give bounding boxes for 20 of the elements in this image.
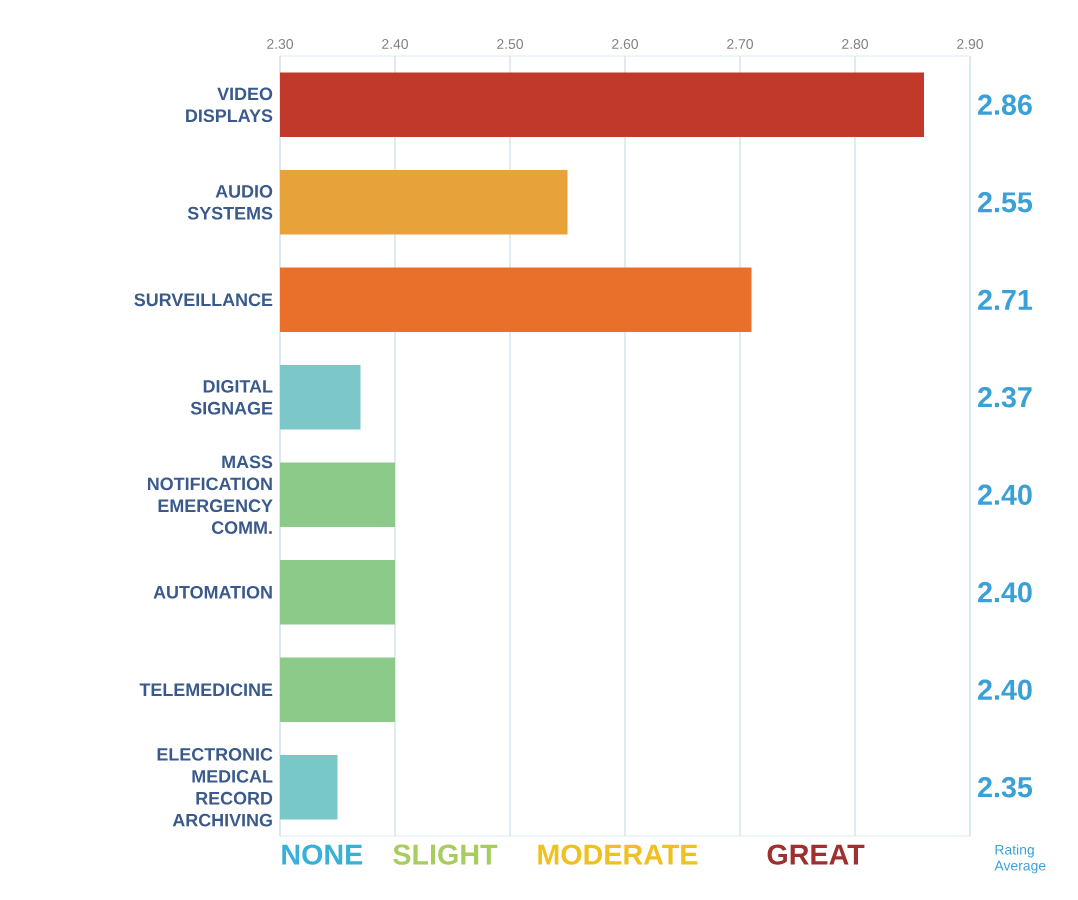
data-label: 2.40	[978, 679, 1032, 700]
text: NONE	[282, 844, 363, 865]
y-tick-label: ELECTRONIC MEDICAL RECORD ARCHIVING	[157, 748, 273, 827]
data-label: 2.71	[978, 289, 1033, 310]
y-tick-label: SURVEILLANCE	[134, 293, 273, 307]
data-label: 2.55	[978, 192, 1033, 213]
text: SLIGHT	[393, 844, 498, 865]
data-label: 2.40	[978, 484, 1032, 505]
text: GREAT	[767, 844, 865, 865]
data-label: 2.37	[978, 387, 1032, 408]
y-tick-label: TELEMEDICINE	[139, 683, 273, 697]
y-tick-label: DIGITAL SIGNAGE	[190, 379, 273, 415]
y-tick-label: AUTOMATION	[153, 585, 272, 599]
y-tick-label: VIDEO DISPLAYS	[186, 87, 273, 123]
data-label: 2.86	[978, 94, 1032, 115]
data-label: 2.35	[978, 777, 1033, 798]
data-label: 2.40	[978, 582, 1032, 603]
y-tick-label: MASS NOTIFICATION EMERGENCY COMM.	[147, 455, 273, 534]
y-tick-label: AUDIO SYSTEMS	[187, 184, 273, 220]
text: MODERATE	[538, 844, 698, 865]
